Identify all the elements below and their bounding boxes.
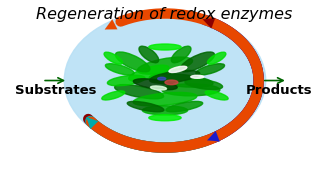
Ellipse shape <box>133 79 177 90</box>
Ellipse shape <box>165 80 178 85</box>
Ellipse shape <box>149 74 213 87</box>
Text: Substrates: Substrates <box>15 84 97 97</box>
Ellipse shape <box>142 106 188 115</box>
Ellipse shape <box>166 101 203 112</box>
Ellipse shape <box>196 64 225 75</box>
Ellipse shape <box>115 85 164 99</box>
Ellipse shape <box>64 10 266 151</box>
Ellipse shape <box>105 64 134 75</box>
Ellipse shape <box>102 91 125 100</box>
Ellipse shape <box>139 46 159 63</box>
Ellipse shape <box>162 84 220 96</box>
Ellipse shape <box>127 101 164 112</box>
Text: Products: Products <box>246 84 313 97</box>
Text: Regeneration of redox enzymes: Regeneration of redox enzymes <box>36 7 292 22</box>
Ellipse shape <box>151 86 167 90</box>
Ellipse shape <box>171 46 191 63</box>
Ellipse shape <box>158 77 166 80</box>
Ellipse shape <box>137 57 193 74</box>
Ellipse shape <box>205 91 228 100</box>
Ellipse shape <box>180 52 215 72</box>
Ellipse shape <box>191 75 204 78</box>
Ellipse shape <box>169 66 187 72</box>
Ellipse shape <box>133 92 197 106</box>
Ellipse shape <box>107 75 145 86</box>
Ellipse shape <box>149 115 181 121</box>
Ellipse shape <box>185 79 223 89</box>
Ellipse shape <box>115 52 150 72</box>
Ellipse shape <box>150 70 200 83</box>
Ellipse shape <box>207 52 226 64</box>
Ellipse shape <box>129 65 169 81</box>
Ellipse shape <box>149 44 181 50</box>
Ellipse shape <box>104 52 122 64</box>
